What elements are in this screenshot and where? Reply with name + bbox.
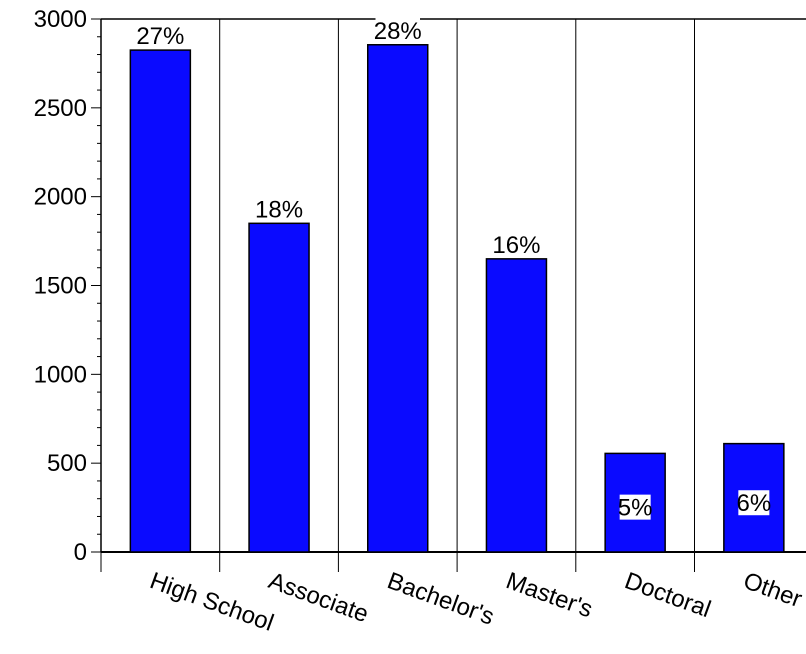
bar [485, 258, 548, 553]
x-tick-label: Master's [502, 567, 596, 623]
data-labels: 27% 18% 28% 16% 5% 6% [136, 18, 771, 522]
x-tick-label: Doctoral [621, 567, 714, 623]
data-label: 27% [136, 23, 184, 50]
gridlines [219, 19, 695, 552]
y-tick-label: 2000 [34, 184, 87, 211]
x-tick-label: Bachelor's [384, 567, 498, 630]
data-label-background [256, 196, 302, 222]
data-label-background [738, 490, 770, 516]
data-label: 6% [737, 490, 772, 517]
bar [367, 44, 429, 553]
bar [129, 49, 192, 553]
bars [129, 44, 785, 553]
bar [248, 222, 310, 553]
data-label-background [619, 494, 651, 520]
y-tick-label: 1500 [34, 273, 87, 300]
y-tick-label: 500 [47, 450, 87, 477]
x-tick-label: Associate [265, 567, 372, 628]
data-label: 16% [492, 232, 540, 259]
y-tick-label: 2500 [34, 95, 87, 122]
data-label: 28% [374, 18, 422, 45]
y-tick-label: 3000 [34, 6, 87, 33]
data-label-background [138, 23, 183, 49]
x-tick-label: Other [740, 567, 806, 613]
y-tick-label: 0 [74, 539, 87, 566]
data-label-background [494, 231, 539, 257]
x-tick-label: High School [146, 567, 277, 637]
y-axis: 0 500 1000 1500 2000 2500 3000 [34, 6, 102, 566]
y-tick-label: 1000 [34, 361, 87, 388]
data-label-background [375, 17, 420, 43]
data-label: 18% [255, 196, 303, 223]
data-label: 5% [618, 495, 653, 522]
